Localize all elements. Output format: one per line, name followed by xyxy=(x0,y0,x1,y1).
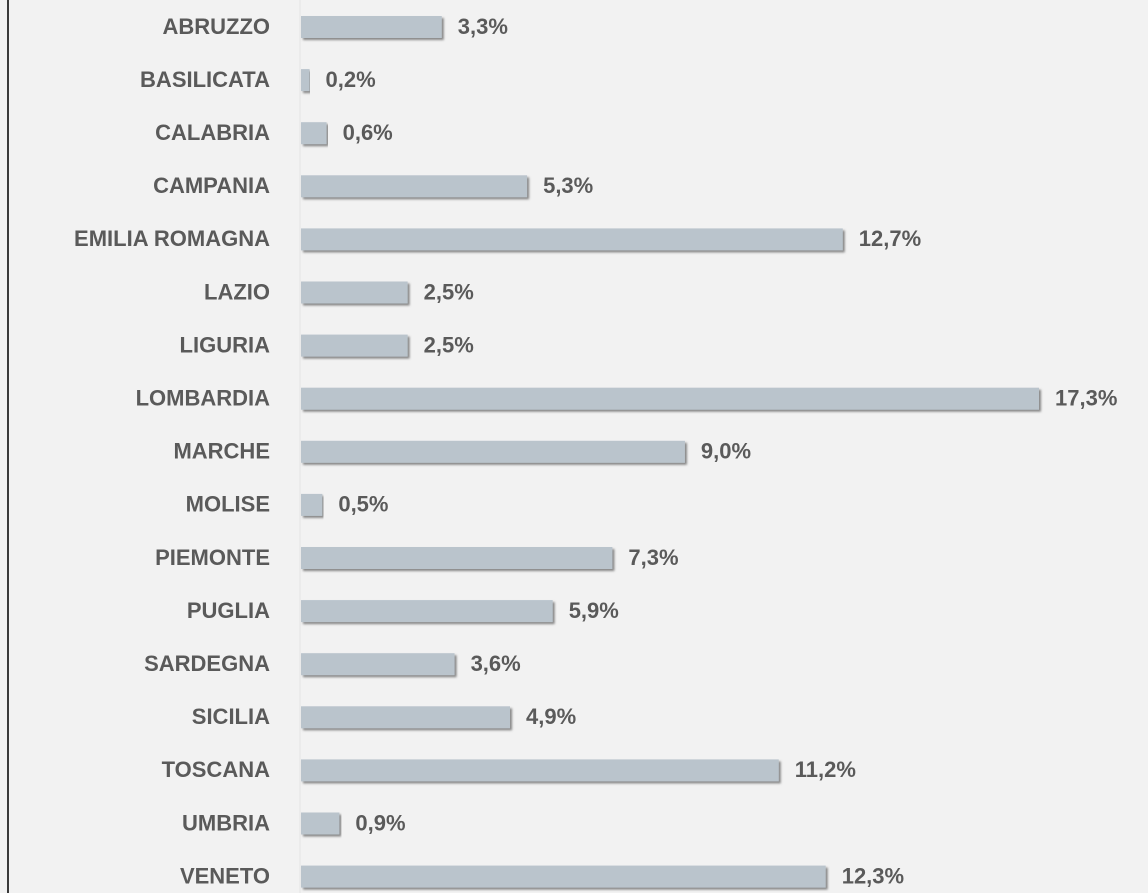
value-label: 3,3% xyxy=(458,14,508,39)
category-label: SICILIA xyxy=(192,704,270,729)
bar xyxy=(301,228,843,251)
category-label: PUGLIA xyxy=(187,598,270,623)
value-label: 0,6% xyxy=(343,120,393,145)
category-label: ABRUZZO xyxy=(162,14,270,39)
bar xyxy=(301,706,511,729)
value-label: 17,3% xyxy=(1055,386,1117,411)
value-label: 11,2% xyxy=(795,757,856,782)
bar xyxy=(301,281,408,304)
category-label: LIGURIA xyxy=(180,332,271,357)
bar xyxy=(301,600,553,623)
value-label: 3,6% xyxy=(471,651,521,676)
bar xyxy=(301,387,1039,410)
value-label: 12,7% xyxy=(859,226,921,251)
category-label: MARCHE xyxy=(173,439,270,464)
category-label: SARDEGNA xyxy=(144,651,270,676)
bar xyxy=(301,334,408,357)
category-label: LOMBARDIA xyxy=(136,386,271,411)
value-label: 9,0% xyxy=(701,439,751,464)
bar xyxy=(301,547,613,569)
value-label: 0,5% xyxy=(338,492,388,517)
bar xyxy=(301,122,327,145)
category-label: VENETO xyxy=(180,863,270,888)
bar xyxy=(301,653,455,676)
value-label: 5,9% xyxy=(569,598,619,623)
category-label: EMILIA ROMAGNA xyxy=(74,226,270,251)
category-label: LAZIO xyxy=(204,279,270,304)
value-label: 0,9% xyxy=(355,810,405,835)
value-label: 0,2% xyxy=(326,67,376,92)
bar xyxy=(301,812,340,835)
bar xyxy=(301,865,826,888)
category-label: CALABRIA xyxy=(155,120,270,145)
category-label: MOLISE xyxy=(186,492,270,517)
bar xyxy=(301,175,528,198)
value-label: 2,5% xyxy=(424,279,474,304)
value-label: 5,3% xyxy=(543,173,593,198)
bar xyxy=(301,69,310,92)
bar xyxy=(301,759,779,782)
value-label: 12,3% xyxy=(842,863,904,888)
category-label: BASILICATA xyxy=(140,67,270,92)
bar xyxy=(301,493,323,516)
category-label: CAMPANIA xyxy=(153,173,270,198)
value-label: 4,9% xyxy=(526,704,576,729)
category-label: TOSCANA xyxy=(162,757,270,782)
value-label: 7,3% xyxy=(628,545,678,570)
category-label: UMBRIA xyxy=(182,810,270,835)
category-label: PIEMONTE xyxy=(155,545,270,570)
bar xyxy=(301,16,442,38)
value-label: 2,5% xyxy=(424,332,474,357)
bar xyxy=(301,440,685,463)
